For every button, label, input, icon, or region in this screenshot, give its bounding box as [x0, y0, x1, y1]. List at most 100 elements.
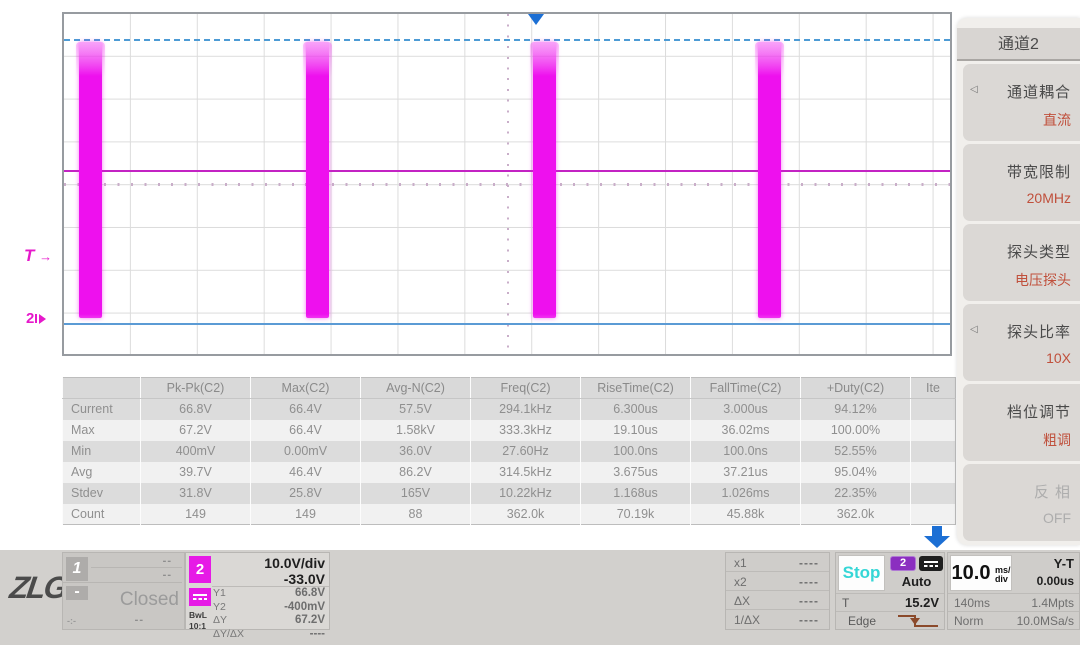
timebase-block[interactable]: 10.0 ms/div Y-T 0.00us 140ms 1.4Mpts Nor…: [947, 552, 1080, 630]
trigger-block[interactable]: Stop 2 Auto T 15.2V Edge: [835, 552, 945, 630]
menu-item-value: 10X: [1046, 350, 1071, 366]
table-cell: 400mV: [140, 440, 251, 462]
menu-item-value: 20MHz: [1026, 190, 1071, 206]
menu-item-label: 带宽限制: [1006, 164, 1071, 181]
trigger-source-badge: 2: [890, 556, 916, 571]
trigger-level-marker[interactable]: T →: [24, 246, 52, 266]
timebase-scale-box[interactable]: 10.0 ms/div: [950, 555, 1012, 591]
y-cursor-readout-label: Y2: [213, 600, 226, 613]
x-cursor-readout: 1/ΔX ----: [726, 610, 829, 629]
ground-marker-label: 2: [26, 310, 35, 327]
channel1-extra: --: [134, 614, 144, 626]
trigger-position-marker[interactable]: [527, 14, 544, 25]
y-cursor-readout-value: 66.8V: [294, 587, 325, 599]
channel1-block[interactable]: 1 -- -- - Closed -:- --: [62, 552, 185, 630]
channel2-block[interactable]: 2 10.0V/div -33.0V BwL 10:1 Y1 66.8V Y2 -40…: [185, 552, 330, 640]
x-cursor-readout-value: ----: [799, 575, 819, 589]
memory-depth: 1.4Mpts: [1031, 596, 1074, 610]
sidebar-item-bandwidth-limit[interactable]: 带宽限制 20MHz: [963, 144, 1080, 221]
table-cell: 3.000us: [690, 398, 801, 420]
table-column-header: +Duty(C2): [800, 377, 911, 399]
channel1-status: Closed: [119, 589, 179, 610]
table-cell: 66.8V: [140, 398, 251, 420]
table-cell: [910, 440, 956, 462]
divider: [212, 586, 329, 587]
trigger-level-value: 15.2V: [905, 595, 939, 610]
channel2-vdiv: 10.0V/div: [264, 555, 325, 571]
sidebar-item-coupling[interactable]: ◁ 通道耦合 直流: [963, 64, 1080, 141]
x-cursor-readout: x2 ----: [726, 572, 829, 591]
table-column-header: [62, 377, 141, 399]
table-column-header: Freq(C2): [470, 377, 581, 399]
sidebar-item-probe-type[interactable]: 探头类型 电压探头: [963, 224, 1080, 301]
table-cell: 6.300us: [580, 398, 691, 420]
table-row: Current 66.8V 66.4V 57.5V 294.1kHz 6.300us 3.0…: [62, 398, 956, 420]
table-cell: 1.168us: [580, 482, 691, 504]
acquire-mode: Norm: [954, 614, 984, 628]
trigger-level-key: T: [842, 596, 850, 610]
timebase-scale: 10.0: [951, 562, 991, 584]
sidebar-item-probe-ratio[interactable]: ◁ 探头比率 10X: [963, 304, 1080, 381]
table-column-header: Max(C2): [250, 377, 361, 399]
center-vertical-ticks: [505, 14, 510, 354]
table-cell: 10.22kHz: [470, 482, 581, 504]
table-cell: 37.21us: [690, 461, 801, 483]
table-cell: 100.0ns: [690, 440, 801, 462]
menu-item-label: 探头类型: [1006, 244, 1071, 261]
divider: [91, 567, 182, 568]
run-state[interactable]: Stop: [838, 555, 885, 591]
table-column-header: Avg-N(C2): [360, 377, 471, 399]
arrow-stem: [932, 526, 942, 536]
menu-scroll-down-arrow[interactable]: [924, 526, 950, 548]
table-cell: 31.8V: [140, 482, 251, 504]
table-cell: 100.0ns: [580, 440, 691, 462]
table-cell: 70.19k: [580, 503, 691, 525]
menu-title: 通道2: [957, 28, 1080, 61]
divider: [836, 611, 944, 612]
menu-item-value: 直流: [1043, 112, 1071, 128]
menu-item-label: 通道耦合: [1006, 84, 1071, 101]
table-cell: 165V: [360, 482, 471, 504]
table-cell: 3.675us: [580, 461, 691, 483]
table-cell: 52.55%: [800, 440, 911, 462]
timebase-unit-top: ms/: [994, 564, 1011, 575]
trigger-delay: 0.00us: [1036, 574, 1074, 588]
channel1-badge: 1: [66, 557, 88, 581]
waveform-pulse: [303, 41, 333, 319]
table-cell: 22.35%: [800, 482, 911, 504]
divider: [948, 593, 1079, 594]
cursor-y2-line[interactable]: [64, 323, 950, 326]
table-cell: 149: [250, 503, 361, 525]
channel1-probe: -:-: [67, 616, 76, 626]
y-cursor-readout-value: 67.2V: [294, 614, 325, 626]
table-row: Min 400mV 0.00mV 36.0V 27.60Hz 100.0ns 100.0ns…: [62, 440, 956, 462]
channel2-dc-coupling-icon: [189, 588, 211, 606]
table-cell: [910, 482, 956, 504]
table-cell: 294.1kHz: [470, 398, 581, 420]
row-label: Count: [62, 503, 141, 525]
table-column-header: RiseTime(C2): [580, 377, 691, 399]
table-cell: [910, 503, 956, 525]
table-cell: 46.4V: [250, 461, 361, 483]
display-mode: Y-T: [1053, 556, 1074, 571]
status-bar: ZLG® 1 -- -- - Closed -:- -- 2 10.0V/div…: [0, 550, 1080, 645]
table-cell: 25.8V: [250, 482, 361, 504]
x-cursor-readout: x1 ----: [726, 553, 829, 572]
channel2-probe-ratio: 10:1: [189, 621, 207, 631]
y-cursor-readout: Y1 66.8V: [213, 587, 325, 601]
x-cursor-readout: ΔX ----: [726, 591, 829, 610]
table-cell: 36.02ms: [690, 419, 801, 441]
table-column-header: FallTime(C2): [690, 377, 801, 399]
channel1-offset: --: [162, 569, 172, 581]
divider: [63, 582, 182, 583]
channel2-ground-marker[interactable]: 2: [26, 310, 47, 327]
trigger-coupling-icon: [919, 556, 943, 571]
waveform-pulse: [76, 41, 106, 319]
menu-item-label: 探头比率: [1006, 324, 1071, 341]
table-cell: 67.2V: [140, 419, 251, 441]
sidebar-item-gear-adjust[interactable]: 档位调节 粗调: [963, 384, 1080, 461]
table-header-row: Pk-Pk(C2) Max(C2) Avg-N(C2) Freq(C2) RiseTim…: [62, 377, 956, 399]
table-cell: 1.026ms: [690, 482, 801, 504]
waveform-pulse: [755, 41, 785, 319]
channel2-bandwidth-flag: BwL: [189, 610, 207, 620]
